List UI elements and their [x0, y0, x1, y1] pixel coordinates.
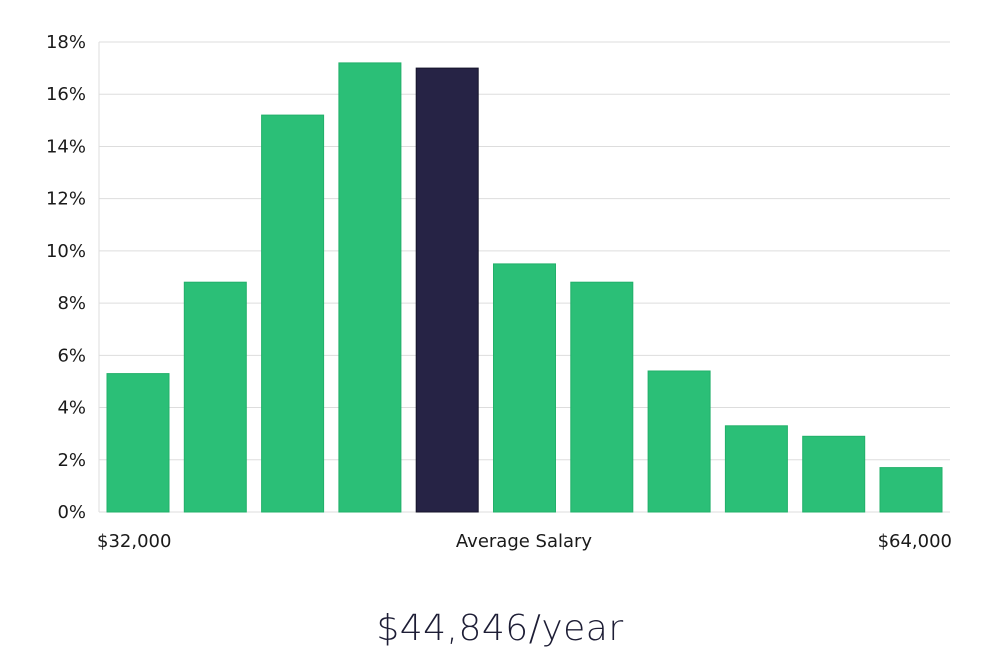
average-salary-value: $44,846/year [376, 608, 624, 649]
bars [106, 62, 943, 513]
bar-2 [183, 281, 247, 513]
y-axis-ticks: 0% 2% 4% 6% 8% 10% 12% 14% 16% 18% [46, 32, 86, 523]
bar-4 [338, 62, 402, 513]
x-end-label: $64,000 [878, 531, 952, 552]
bar-9 [724, 425, 788, 513]
bar-10 [802, 435, 866, 513]
x-start-label: $32,000 [97, 531, 171, 552]
bar-11 [879, 467, 943, 513]
salary-histogram: 0% 2% 4% 6% 8% 10% 12% 14% 16% 18% $32,000 Averag… [46, 32, 952, 552]
y-tick-label-4: 4% [57, 398, 86, 419]
y-tick-label-16: 16% [46, 84, 86, 105]
y-tick-label-8: 8% [57, 293, 86, 314]
bar-6 [493, 263, 556, 513]
y-tick-label-6: 6% [57, 345, 86, 366]
bar-7 [570, 281, 634, 513]
bar-1 [106, 373, 170, 513]
y-tick-label-0: 0% [57, 502, 86, 523]
y-tick-label-12: 12% [46, 189, 86, 210]
bar-3 [261, 114, 325, 513]
y-tick-label-2: 2% [57, 450, 86, 471]
y-tick-label-18: 18% [46, 32, 86, 53]
x-axis-title: Average Salary [456, 531, 593, 552]
y-tick-label-14: 14% [46, 136, 86, 157]
bar-average-salary [415, 67, 479, 513]
bar-8 [647, 370, 711, 513]
y-tick-label-10: 10% [46, 241, 86, 262]
